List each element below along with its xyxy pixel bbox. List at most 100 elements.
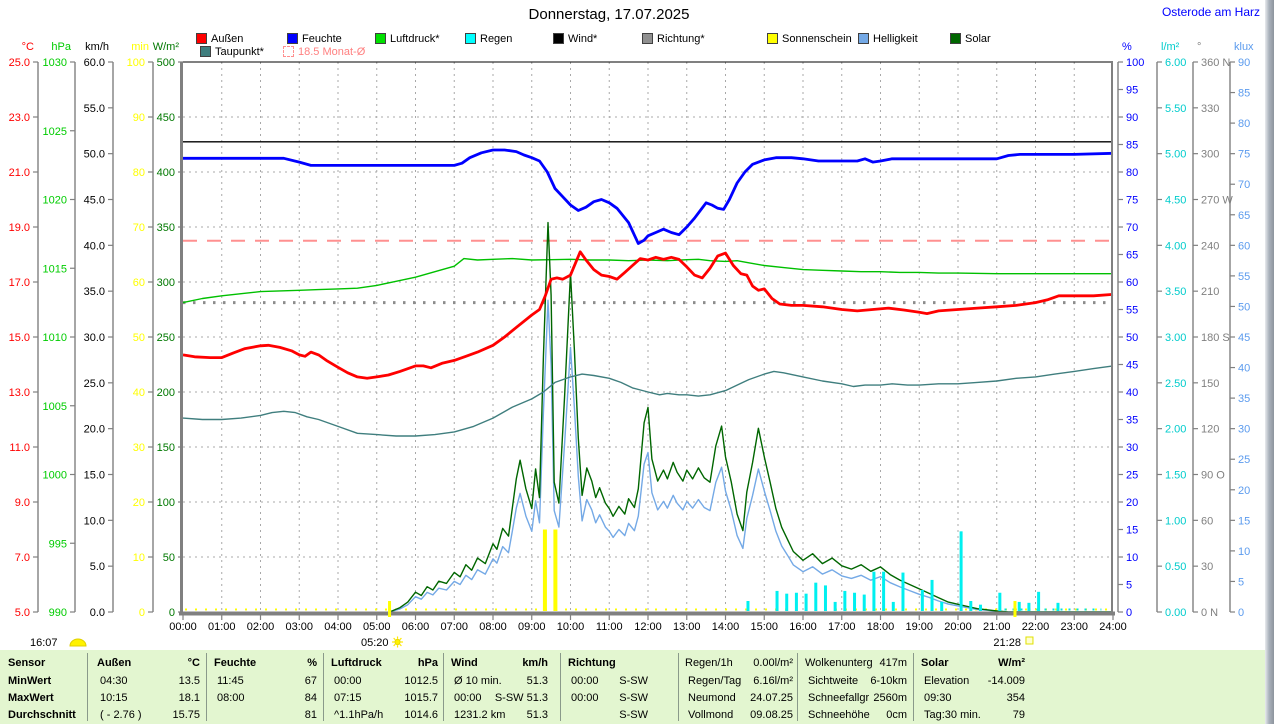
axis-tick-label: 65 — [1126, 250, 1138, 262]
axis-tick-label: 20 — [133, 497, 145, 509]
table-value-richtung: S-SW — [619, 692, 648, 704]
axis-tick-label: 1025 — [43, 126, 67, 138]
axis-tick-label: 25 — [1238, 454, 1250, 466]
legend-item-sonnenschein: Sonnenschein — [767, 33, 852, 45]
legend-swatch-taupunkt — [200, 46, 211, 57]
x-axis-label: 04:00 — [324, 621, 352, 633]
table-value-feuchte: 84 — [304, 692, 317, 704]
axis-tick-label: 350 — [157, 222, 175, 234]
series-regen-bar — [998, 592, 1002, 611]
x-axis-label: 13:00 — [673, 621, 701, 633]
axis-tick-label: 60 — [1238, 240, 1250, 252]
table-value-richtung: S-SW — [619, 709, 648, 721]
table-cell-richtung: 00:00 — [571, 692, 599, 704]
axis-tick-label: 50.0 — [84, 149, 105, 161]
legend-swatch-monat-avg — [283, 46, 294, 57]
table-section-unit-feuchte: % — [307, 657, 317, 669]
table-section-header-luftdruck: Luftdruck — [331, 657, 382, 669]
table-value-wind: 51.3 — [526, 709, 548, 721]
axis-unit-label: km/h — [85, 41, 109, 53]
axis-tick-label: 100 — [157, 497, 175, 509]
legend-item-richtung: Richtung* — [642, 32, 705, 45]
table-value-wind: S-SW 51.3 — [494, 692, 548, 704]
axis-tick-label: 95 — [1126, 85, 1138, 97]
legend-swatch-luftdruck — [375, 33, 386, 44]
legend-label: Wind* — [568, 32, 598, 45]
legend-item-taupunkt: Taupunkt* — [200, 46, 264, 58]
table-value-regen: 6.16l/m² — [753, 675, 793, 687]
sensor-stats-table: Sensor MinWert MaxWert Durchschnitt Außen °C 0… — [0, 650, 1265, 724]
legend-label: Richtung* — [657, 32, 705, 45]
x-axis-label: 03:00 — [285, 621, 313, 633]
axis-tick-label: 500 — [157, 57, 175, 69]
axis-tick-label: 60.0 — [84, 57, 105, 69]
series-regen-bar — [969, 601, 973, 611]
axis-tick-label: 1.00 — [1165, 515, 1186, 527]
axis-tick-label: 15.0 — [9, 332, 30, 344]
axis-tick-label: 85 — [1126, 140, 1138, 152]
series-helligkeit-line — [389, 299, 1113, 613]
x-axis-label: 17:00 — [828, 621, 856, 633]
axis-tick-label: 45 — [1238, 332, 1250, 344]
axis-tick-label: 1015 — [43, 263, 67, 275]
axis-tick-label: 0 N — [1201, 607, 1218, 619]
table-cell-richtung: 00:00 — [571, 675, 599, 687]
series-regen-bar — [853, 592, 857, 611]
sun-ray — [393, 643, 396, 647]
x-axis-label: 05:00 — [363, 621, 391, 633]
table-cell-regen: Neumond — [688, 692, 736, 704]
sun-ray — [399, 637, 402, 641]
axis-tick-label: 70 — [133, 222, 145, 234]
axis-tick-label: 80 — [1238, 118, 1250, 130]
table-row-label: MaxWert — [8, 692, 54, 704]
series-aussen-line — [182, 250, 1114, 380]
axis-tick-label: 210 — [1201, 286, 1219, 298]
axis-tick-label: 23.0 — [9, 112, 30, 124]
axis-tick-label: 40 — [133, 387, 145, 399]
series-regen-bar — [940, 601, 944, 611]
x-axis-label: 08:00 — [479, 621, 507, 633]
series-regen-bar — [833, 601, 837, 611]
axis-tick-label: 2.50 — [1165, 378, 1186, 390]
axis-tick-label: 65 — [1238, 210, 1250, 222]
series-solar-line — [389, 221, 1113, 613]
legend-item-monat-avg: 18.5 Monat-Ø — [283, 46, 365, 58]
table-divider — [913, 653, 914, 721]
table-cell-feuchte: 11:45 — [217, 675, 244, 687]
axis-tick-label: 50 — [163, 552, 175, 564]
table-divider — [797, 653, 798, 721]
axis-tick-label: 90 — [1126, 112, 1138, 124]
series-sonnenschein-bar — [553, 529, 558, 611]
axis-unit-label: W/m² — [153, 41, 180, 53]
table-value-wolken: 0cm — [886, 709, 907, 721]
axis-tick-label: 30 — [1201, 561, 1213, 573]
table-section-header-wolken: Wolkenunterg — [805, 657, 873, 669]
axis-tick-label: 240 — [1201, 240, 1219, 252]
axis-tick-label: 0 — [139, 607, 145, 619]
axis-tick-label: 150 — [1201, 378, 1219, 390]
axis-tick-label: 330 — [1201, 103, 1219, 115]
table-cell-aussen: 04:30 — [100, 675, 128, 687]
table-value-aussen: 15.75 — [172, 709, 200, 721]
axis-tick-label: 5 — [1238, 576, 1244, 588]
table-cell-solar: Elevation — [924, 675, 970, 687]
axis-tick-label: 3.00 — [1165, 332, 1186, 344]
axis-tick-label: 90 — [133, 112, 145, 124]
axis-tick-label: 50 — [1238, 301, 1250, 313]
table-value-luftdruck: 1014.6 — [404, 709, 438, 721]
axis-tick-label: 60 — [133, 277, 145, 289]
axis-tick-label: 70 — [1238, 179, 1250, 191]
legend-item-feuchte: Feuchte — [287, 33, 342, 45]
axis-tick-label: 0.0 — [90, 607, 105, 619]
day-length-label: 16:07 — [30, 637, 58, 649]
axis-tick-label: 270 W — [1201, 195, 1233, 207]
table-cell-feuchte: 08:00 — [217, 692, 245, 704]
legend-item-regen: Regen — [465, 33, 512, 45]
table-cell-wolken: Schneefallgr — [808, 692, 870, 704]
table-section-unit-wind: km/h — [522, 657, 548, 669]
legend-swatch-feuchte — [287, 33, 298, 44]
series-taupunkt-line — [182, 365, 1114, 437]
sunrise-axis-marker — [388, 601, 392, 617]
table-divider — [560, 653, 561, 721]
axis-tick-label: 85 — [1238, 88, 1250, 100]
